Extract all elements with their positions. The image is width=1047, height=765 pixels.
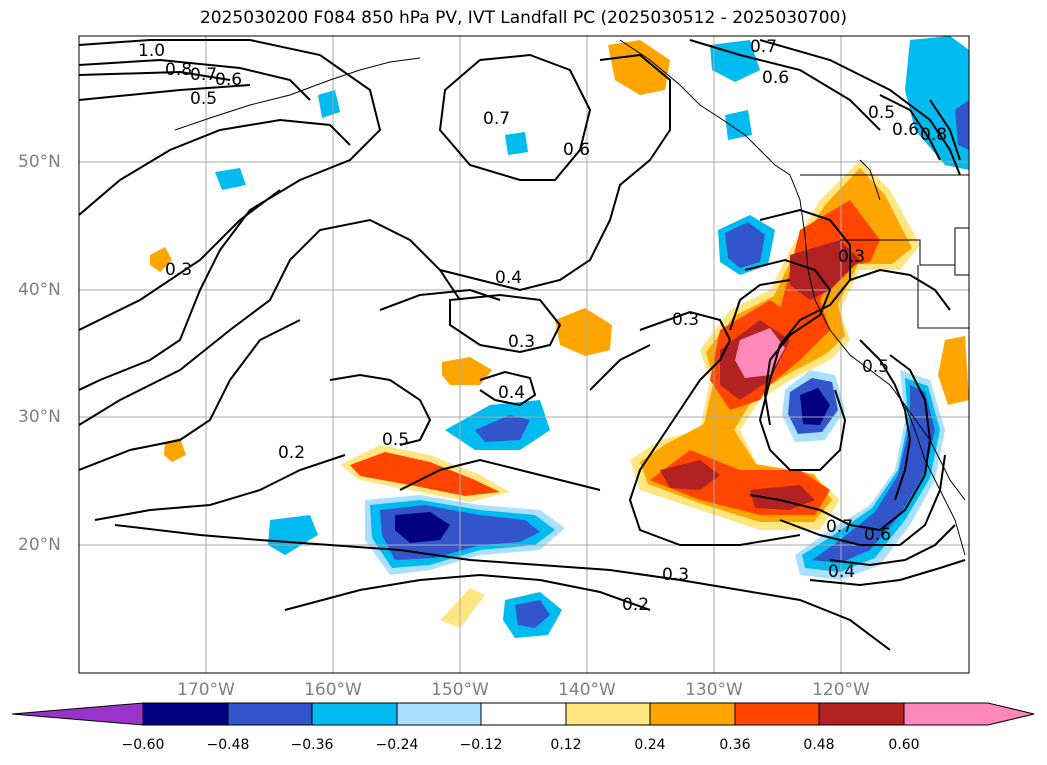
contour-label: 0.8: [165, 60, 192, 80]
lon-label: 130°W: [685, 680, 743, 700]
contour-label: 0.6: [892, 120, 919, 140]
colorbar-segment: [142, 702, 229, 726]
contour-label: 0.7: [190, 65, 217, 85]
pv-shading-blue-small5-deep: [515, 600, 550, 628]
contour-labels: 1.0 0.8 0.7 0.6 0.5 0.7 0.6 0.7 0.6 0.5 …: [138, 37, 947, 615]
contour-label: 0.7: [826, 517, 853, 537]
map-area: 1.0 0.8 0.7 0.6 0.5 0.7 0.6 0.7 0.6 0.5 …: [79, 36, 969, 673]
contour-label: 0.6: [762, 68, 789, 88]
colorbar-extend-low: [11, 702, 144, 726]
colorbar-segment: [311, 702, 398, 726]
contour-label: 0.3: [672, 310, 699, 330]
colorbar-segment: [818, 702, 905, 726]
lon-label: 160°W: [304, 680, 362, 700]
colorbar-tick-label: −0.12: [459, 737, 503, 753]
coastlines: [174, 39, 969, 556]
contour-label: 0.6: [215, 70, 242, 90]
contour-label: 0.7: [483, 109, 510, 129]
colorbar-segment: [227, 702, 313, 726]
contour-label: 0.5: [190, 89, 217, 109]
pv-shading-blue-small1: [505, 132, 528, 155]
lon-label: 120°W: [812, 680, 870, 700]
pv-shading-navy-south: [395, 512, 450, 543]
pv-shading-pink-core: [735, 328, 785, 378]
pv-shading-blob-east: [938, 336, 969, 405]
pv-shading-blue-small2: [215, 168, 246, 190]
pv-shading-navy-center: [800, 388, 830, 425]
pv-shading-darkred-coast: [790, 240, 860, 300]
pv-shading-blue-coast-s-deep: [812, 385, 935, 563]
contour-label: 0.4: [495, 268, 522, 288]
colorbar-tick-label: −0.36: [290, 737, 334, 753]
pv-shading-darkred-south: [660, 460, 720, 490]
map-frame: [78, 35, 970, 674]
contour-label: 0.5: [862, 357, 889, 377]
lon-label: 150°W: [431, 680, 489, 700]
colorbar-segment: [649, 702, 736, 726]
pv-shading-blob-south: [440, 588, 485, 628]
lon-label: 170°W: [177, 680, 235, 700]
colorbar: [11, 702, 1035, 726]
colorbar-segment: [734, 702, 820, 726]
pv-shading-blob-west: [150, 247, 172, 272]
contour-label: 1.0: [138, 41, 165, 61]
lat-label: 20°N: [18, 535, 61, 555]
colorbar-extend-high: [903, 702, 1035, 726]
contour-label: 0.3: [165, 260, 192, 280]
contour-label: 0.5: [868, 103, 895, 123]
pv-shading-alaska: [608, 40, 670, 95]
colorbar-segment: [480, 702, 567, 726]
colorbar-tick-label: 0.60: [888, 737, 920, 753]
pv-shading-blob-west2: [164, 438, 186, 462]
colorbar-tick-label: −0.60: [121, 737, 165, 753]
pv-shading-band-red: [350, 452, 500, 496]
lat-label: 50°N: [18, 152, 61, 172]
contour-label: 0.6: [864, 525, 891, 545]
contour-label: 0.6: [563, 140, 590, 160]
pv-shading-blob-140w: [555, 308, 612, 356]
pv-shading-blob-150w: [442, 357, 492, 385]
colorbar-segment: [396, 702, 482, 726]
contour-label: 0.5: [382, 430, 409, 450]
contour-label: 0.2: [622, 595, 649, 615]
colorbar-tick-label: 0.36: [719, 737, 751, 753]
pv-shading-blue-ne-deep: [955, 100, 969, 150]
contour-label: 0.4: [828, 562, 855, 582]
colorbar-tick-label: 0.48: [803, 737, 835, 753]
contour-label: 0.8: [920, 125, 947, 145]
map-title: 2025030200 F084 850 hPa PV, IVT Landfall…: [199, 8, 847, 28]
pv-shading-blue-small6: [725, 110, 752, 140]
colorbar-tick-label: −0.48: [206, 737, 250, 753]
contour-label: 0.4: [498, 383, 525, 403]
contour-label: 0.3: [508, 332, 535, 352]
colorbar-tick-label: −0.24: [375, 737, 419, 753]
lon-label: 140°W: [558, 680, 616, 700]
lat-label: 30°N: [18, 407, 61, 427]
pv-shading-blue-small3: [318, 90, 340, 118]
pv-contours: [79, 39, 966, 651]
contour-label: 0.7: [750, 37, 777, 57]
contour-label: 0.2: [278, 443, 305, 463]
graticule: [79, 36, 969, 673]
colorbar-tick-label: 0.12: [550, 737, 582, 753]
pv-shading-blue-mid-deep: [475, 415, 530, 442]
pv-shading-blue-coast-n-deep: [725, 222, 765, 268]
colorbar-segment: [565, 702, 651, 726]
contour-label: 0.3: [662, 565, 689, 585]
lat-label: 40°N: [18, 280, 61, 300]
contour-label: 0.3: [838, 247, 865, 267]
colorbar-tick-label: 0.24: [634, 737, 666, 753]
